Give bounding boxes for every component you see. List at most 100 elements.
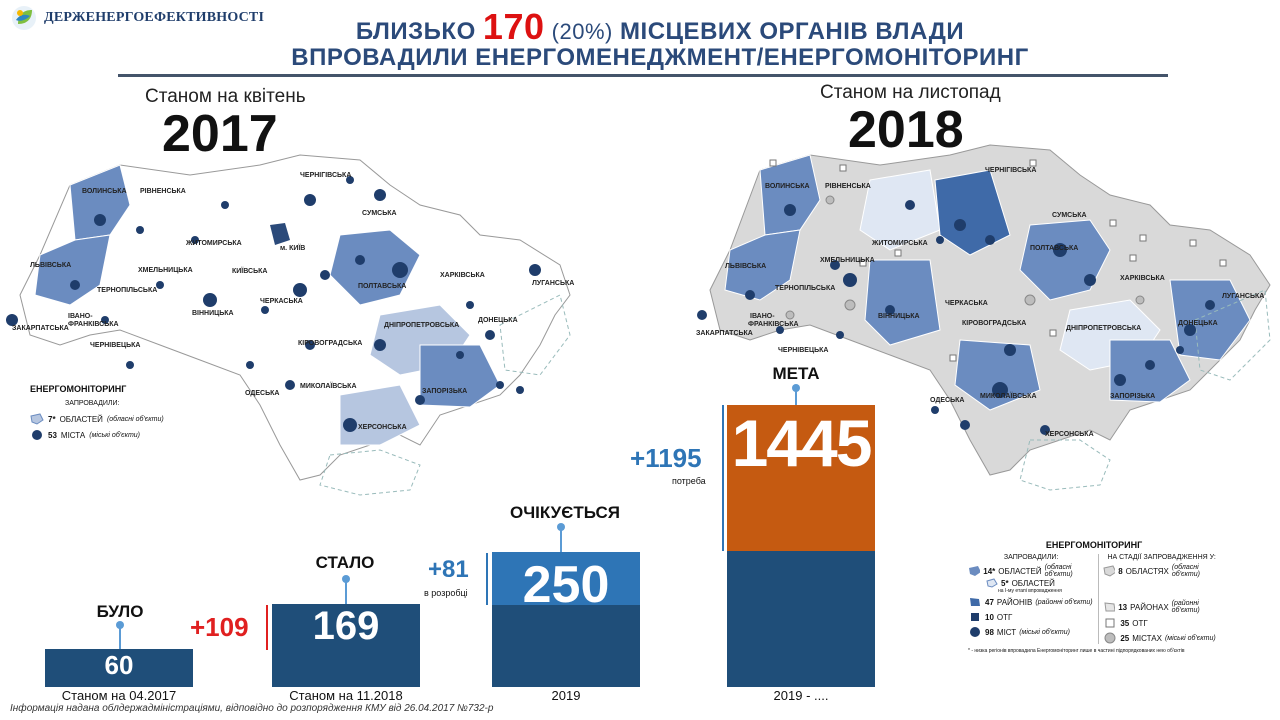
svg-text:ТЕРНОПІЛЬСЬКА: ТЕРНОПІЛЬСЬКА bbox=[97, 287, 157, 294]
legend-2018-r3: 10 ОТГ bbox=[968, 611, 1094, 623]
bar-2-value: 169 bbox=[312, 604, 380, 648]
svg-text:РІВНЕНСЬКА: РІВНЕНСЬКА bbox=[140, 188, 186, 195]
district-shape-icon bbox=[970, 598, 980, 606]
legend-2018-columns: ЗАПРОВАДИЛИ: 14* ОБЛАСТЕЙ (обласні об'єк… bbox=[968, 554, 1220, 644]
legend-2018-c2r4-num: 25 bbox=[1120, 633, 1130, 643]
bar-1-value: 60 bbox=[104, 650, 134, 680]
legend-2018: ЕНЕРГОМОНІТОРИНГ ЗАПРОВАДИЛИ: 14* ОБЛАСТ… bbox=[968, 540, 1220, 670]
svg-text:ОДЕСЬКА: ОДЕСЬКА bbox=[930, 397, 964, 404]
header-suffix: МІСЦЕВИХ ОРГАНІВ ВЛАДИ bbox=[620, 18, 965, 45]
city-dot-icon bbox=[970, 627, 980, 637]
svg-text:ІВАНО-: ІВАНО- bbox=[68, 313, 93, 320]
svg-text:ДНІПРОПЕТРОВСЬКА: ДНІПРОПЕТРОВСЬКА bbox=[384, 322, 459, 329]
svg-text:ВОЛИНСЬКА: ВОЛИНСЬКА bbox=[82, 188, 127, 195]
legend-2018-r2: 47 РАЙОНІВ (районні об'єкти) bbox=[968, 596, 1094, 608]
bar-2-pin bbox=[345, 578, 347, 604]
svg-text:ВОЛИНСЬКА: ВОЛИНСЬКА bbox=[765, 183, 810, 190]
svg-text:ЛУГАНСЬКА: ЛУГАНСЬКА bbox=[1222, 293, 1264, 300]
svg-text:ФРАНКІВСЬКА: ФРАНКІВСЬКА bbox=[68, 321, 119, 328]
right-as-of: Станом на листопад bbox=[820, 82, 1001, 103]
legend-2017-regions-text: ОБЛАСТЕЙ bbox=[59, 414, 103, 424]
svg-text:РІВНЕНСЬКА: РІВНЕНСЬКА bbox=[825, 183, 871, 190]
svg-text:ФРАНКІВСЬКА: ФРАНКІВСЬКА bbox=[748, 321, 799, 328]
header-line-2: ВПРОВАДИЛИ ЕНЕРГОМЕНЕДЖМЕНТ/ЕНЕРГОМОНІТО… bbox=[291, 44, 1029, 71]
bar-3-category: 2019 bbox=[551, 688, 581, 703]
bar-3-delta-note: в розробці bbox=[424, 588, 468, 598]
header-number: 170 bbox=[482, 6, 545, 47]
svg-text:ХМЕЛЬНИЦЬКА: ХМЕЛЬНИЦЬКА bbox=[138, 267, 193, 274]
bar-1-pin-dot bbox=[116, 621, 124, 629]
svg-text:ЧЕРНІГІВСЬКА: ЧЕРНІГІВСЬКА bbox=[300, 172, 351, 179]
svg-text:ХАРКІВСЬКА: ХАРКІВСЬКА bbox=[440, 272, 485, 279]
svg-text:ЗАКАРПАТСЬКА: ЗАКАРПАТСЬКА bbox=[12, 325, 69, 332]
city-dot-icon bbox=[32, 430, 42, 440]
community-outline-icon bbox=[1105, 618, 1115, 628]
svg-text:ЧЕРНІГІВСЬКА: ЧЕРНІГІВСЬКА bbox=[985, 167, 1036, 174]
legend-2018-r3-text: ОТГ bbox=[996, 612, 1013, 622]
map-2018: ВОЛИНСЬКА РІВНЕНСЬКА ЧЕРНІГІВСЬКАСУМСЬКА … bbox=[696, 144, 1271, 491]
city-grey-icon bbox=[1104, 632, 1116, 644]
bar-1-stage: БУЛО bbox=[96, 602, 144, 621]
map-2017: ВОЛИНСЬКА РІВНЕНСЬКА ЧЕРНІГІВСЬКА СУМСЬК… bbox=[6, 154, 574, 496]
legend-2018-c2r1-num: 8 bbox=[1118, 566, 1123, 576]
header-line-1: БЛИЗЬКО 170 (20%) МІСЦЕВИХ ОРГАНІВ ВЛАДИ bbox=[250, 6, 1070, 48]
legend-2018-r1-num: 14* bbox=[983, 566, 996, 576]
legend-2018-c2r1-text: ОБЛАСТЯХ bbox=[1125, 566, 1169, 576]
svg-text:ПОЛТАВСЬКА: ПОЛТАВСЬКА bbox=[1030, 245, 1078, 252]
svg-text:ЧЕРНІВЕЦЬКА: ЧЕРНІВЕЦЬКА bbox=[90, 342, 140, 349]
legend-2018-c2r2-note: (районні об'єкти) bbox=[1171, 600, 1200, 614]
footnote: Інформація надана облдержадміністраціями… bbox=[10, 703, 494, 714]
legend-2018-c2r1: 8 ОБЛАСТЯХ (обласні об'єкти) bbox=[1103, 564, 1220, 578]
legend-2018-r4-num: 98 bbox=[985, 627, 994, 637]
legend-2018-c2r2-text: РАЙОНАХ bbox=[1130, 602, 1169, 612]
legend-2018-r1b-note: на І-му етапі впровадження bbox=[998, 588, 1062, 594]
legend-2018-r1b: 5* ОБЛАСТЕЙ bbox=[986, 578, 1094, 588]
svg-text:КІРОВОГРАДСЬКА: КІРОВОГРАДСЬКА bbox=[298, 340, 362, 347]
community-square-icon bbox=[971, 613, 979, 621]
svg-text:КІРОВОГРАДСЬКА: КІРОВОГРАДСЬКА bbox=[962, 320, 1026, 327]
logo: ДЕРЖЕНЕРГОЕФЕКТИВНОСТІ bbox=[10, 4, 310, 32]
legend-2018-r1-text: ОБЛАСТЕЙ bbox=[998, 566, 1042, 576]
bar-4-delta-bracket bbox=[722, 405, 724, 551]
legend-2018-c2r3-text: ОТГ bbox=[1132, 618, 1148, 628]
legend-2018-c2r3: 35 ОТГ bbox=[1103, 617, 1220, 629]
legend-2018-r2-num: 47 bbox=[985, 597, 994, 607]
legend-2018-col1-head: ЗАПРОВАДИЛИ: bbox=[1003, 554, 1059, 561]
svg-text:ХАРКІВСЬКА: ХАРКІВСЬКА bbox=[1120, 275, 1165, 282]
legend-2018-c2r2-num: 13 bbox=[1118, 602, 1128, 612]
legend-2018-r4: 98 МІСТ (міські об'єкти) bbox=[968, 626, 1094, 638]
bar-4-value: 1445 bbox=[731, 406, 873, 480]
svg-text:МИКОЛАЇВСЬКА: МИКОЛАЇВСЬКА bbox=[300, 382, 357, 390]
svg-text:ТЕРНОПІЛЬСЬКА: ТЕРНОПІЛЬСЬКА bbox=[775, 285, 835, 292]
legend-2017-cities-count: 53 bbox=[48, 430, 57, 440]
svg-text:ДОНЕЦЬКА: ДОНЕЦЬКА bbox=[1178, 320, 1218, 327]
left-year: 2017 bbox=[162, 105, 278, 163]
legend-2018-c2r4-text: МІСТАХ bbox=[1132, 633, 1162, 643]
svg-text:ОДЕСЬКА: ОДЕСЬКА bbox=[245, 390, 279, 397]
header-divider bbox=[118, 74, 1168, 77]
svg-text:ДОНЕЦЬКА: ДОНЕЦЬКА bbox=[478, 317, 518, 324]
bar-4 bbox=[727, 551, 875, 687]
svg-text:ЛЬВІВСЬКА: ЛЬВІВСЬКА bbox=[30, 262, 71, 269]
svg-text:ІВАНО-: ІВАНО- bbox=[750, 313, 775, 320]
bar-1 bbox=[45, 649, 193, 687]
bar-1-category: Станом на 04.2017 bbox=[61, 688, 177, 703]
legend-2018-col2-head: НА СТАДІЇ ЗАПРОВАДЖЕННЯ У: bbox=[1107, 554, 1216, 561]
svg-text:МИКОЛАЇВСЬКА: МИКОЛАЇВСЬКА bbox=[980, 392, 1037, 400]
svg-text:ВІННИЦЬКА: ВІННИЦЬКА bbox=[192, 310, 234, 317]
region-grey-icon bbox=[1103, 565, 1116, 577]
svg-text:ЗАКАРПАТСЬКА: ЗАКАРПАТСЬКА bbox=[696, 330, 753, 337]
legend-2017-title: ЕНЕРГОМОНІТОРИНГ bbox=[30, 384, 127, 394]
svg-text:ЛЬВІВСЬКА: ЛЬВІВСЬКА bbox=[725, 263, 766, 270]
legend-2017-subtitle: ЗАПРОВАДИЛИ: bbox=[65, 400, 120, 407]
legend-2017-regions-count: 7* bbox=[48, 414, 56, 424]
legend-2018-r1-note: (обласні об'єкти) bbox=[1044, 564, 1073, 578]
legend-2018-r3-num: 10 bbox=[985, 612, 994, 622]
bar-3-delta: +81 bbox=[428, 556, 469, 583]
district-grey-icon bbox=[1104, 602, 1116, 612]
legend-2018-title: ЕНЕРГОМОНІТОРИНГ bbox=[1045, 540, 1143, 550]
legend-2018-r2-note: (районні об'єкти) bbox=[1035, 598, 1093, 606]
legend-2017-regions: 7* ОБЛАСТЕЙ (обласні об'єкти) bbox=[30, 413, 230, 425]
region-shape-icon bbox=[30, 413, 44, 425]
